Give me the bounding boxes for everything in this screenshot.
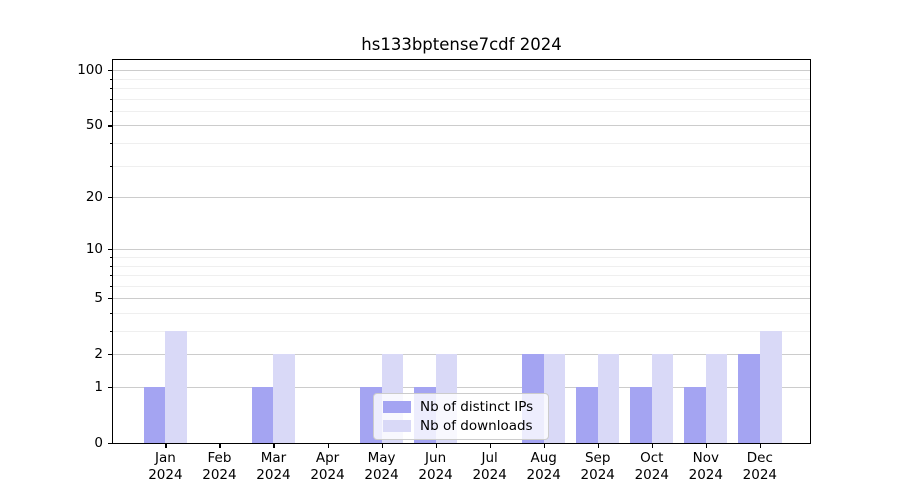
y-tick-label-5: 5 <box>94 290 103 307</box>
x-tick-mark-apr <box>327 443 329 448</box>
x-tick-label-jan: Jan 2024 <box>148 450 183 483</box>
bar-nov-ips <box>684 387 706 443</box>
y-minor-tick-mark-30 <box>110 165 113 167</box>
x-tick-mark-jun <box>435 443 437 448</box>
plot-area: Nb of distinct IPs Nb of downloads <box>112 59 811 444</box>
major-gridline-2 <box>113 354 810 356</box>
x-tick-label-mar: Mar 2024 <box>256 450 291 483</box>
minor-gridline-6 <box>113 285 810 287</box>
x-tick-mark-jul <box>489 443 491 448</box>
legend-item-distinct-ips: Nb of distinct IPs <box>383 399 539 415</box>
y-tick-mark-100 <box>108 70 113 72</box>
x-tick-mark-oct <box>651 443 653 448</box>
major-gridline-10 <box>113 249 810 251</box>
bar-dec-downloads <box>759 331 782 443</box>
chart-title: hs133bptense7cdf 2024 <box>361 35 562 54</box>
minor-gridline-30 <box>113 165 810 167</box>
major-gridline-1 <box>113 387 810 388</box>
y-tick-label-50: 50 <box>85 117 103 134</box>
bar-dec-ips <box>738 354 760 443</box>
minor-gridline-40 <box>113 143 810 145</box>
minor-gridline-60 <box>113 110 810 112</box>
x-tick-mark-aug <box>543 443 545 448</box>
y-minor-tick-mark-60 <box>110 110 113 112</box>
bar-oct-downloads <box>651 354 674 443</box>
major-gridline-100 <box>113 70 810 72</box>
y-minor-tick-mark-40 <box>110 143 113 145</box>
x-tick-label-jul: Jul 2024 <box>472 450 507 483</box>
x-tick-label-nov: Nov 2024 <box>688 450 723 483</box>
major-gridline-5 <box>113 298 810 300</box>
x-tick-mark-dec <box>759 443 762 448</box>
y-minor-tick-mark-80 <box>110 88 113 90</box>
x-tick-mark-nov <box>705 443 707 448</box>
y-minor-tick-mark-6 <box>110 285 113 287</box>
bar-aug-downloads <box>543 354 566 443</box>
x-tick-mark-may <box>381 443 383 448</box>
x-tick-label-sep: Sep 2024 <box>580 450 615 483</box>
legend-swatch-distinct-ips <box>383 401 411 413</box>
y-tick-label-2: 2 <box>94 346 103 363</box>
y-minor-tick-mark-7 <box>110 275 113 277</box>
y-tick-mark-1 <box>108 387 113 389</box>
x-tick-mark-sep <box>597 443 599 448</box>
y-minor-tick-mark-8 <box>110 265 113 267</box>
bar-sep-downloads <box>597 354 620 443</box>
y-tick-label-0: 0 <box>94 435 103 451</box>
x-tick-label-feb: Feb 2024 <box>202 450 237 483</box>
y-tick-label-100: 100 <box>77 62 103 79</box>
major-gridline-20 <box>113 197 810 199</box>
x-tick-label-jun: Jun 2024 <box>418 450 453 483</box>
y-minor-tick-mark-90 <box>110 78 113 80</box>
bar-mar-downloads <box>273 354 296 443</box>
minor-gridline-9 <box>113 257 810 258</box>
x-tick-label-oct: Oct 2024 <box>634 450 669 483</box>
bar-sep-ips <box>576 387 598 443</box>
y-tick-label-1: 1 <box>94 379 103 395</box>
y-tick-label-10: 10 <box>85 241 103 258</box>
legend: Nb of distinct IPs Nb of downloads <box>373 393 549 440</box>
bar-jan-downloads <box>165 331 188 443</box>
y-tick-mark-20 <box>108 197 113 199</box>
x-tick-label-apr: Apr 2024 <box>310 450 345 483</box>
minor-gridline-4 <box>113 312 810 314</box>
y-tick-mark-2 <box>108 354 113 356</box>
y-minor-tick-mark-9 <box>110 257 113 258</box>
legend-label-distinct-ips: Nb of distinct IPs <box>420 399 534 415</box>
x-tick-label-may: May 2024 <box>364 450 399 483</box>
legend-item-downloads: Nb of downloads <box>383 418 539 434</box>
minor-gridline-7 <box>113 275 810 277</box>
bar-nov-downloads <box>705 354 728 443</box>
y-minor-tick-mark-4 <box>110 312 113 314</box>
y-minor-tick-mark-70 <box>110 98 113 100</box>
y-minor-tick-mark-3 <box>110 331 113 333</box>
minor-gridline-8 <box>113 265 810 267</box>
y-tick-mark-10 <box>108 249 113 251</box>
y-tick-mark-50 <box>108 125 113 127</box>
x-tick-mark-jan <box>165 443 167 448</box>
minor-gridline-3 <box>113 331 810 333</box>
minor-gridline-80 <box>113 88 810 90</box>
legend-swatch-downloads <box>383 420 411 432</box>
legend-label-downloads: Nb of downloads <box>420 418 533 434</box>
bar-oct-ips <box>630 387 652 443</box>
y-tick-label-20: 20 <box>85 189 103 206</box>
major-gridline-50 <box>113 125 810 127</box>
minor-gridline-70 <box>113 98 810 100</box>
minor-gridline-90 <box>113 78 810 80</box>
y-tick-mark-0 <box>108 443 113 445</box>
y-tick-mark-5 <box>108 298 113 300</box>
bar-jan-ips <box>143 387 166 443</box>
x-tick-mark-feb <box>219 443 221 448</box>
x-tick-label-aug: Aug 2024 <box>526 450 561 483</box>
bar-mar-ips <box>251 387 274 443</box>
x-tick-label-dec: Dec 2024 <box>742 450 777 483</box>
x-tick-mark-mar <box>273 443 275 448</box>
